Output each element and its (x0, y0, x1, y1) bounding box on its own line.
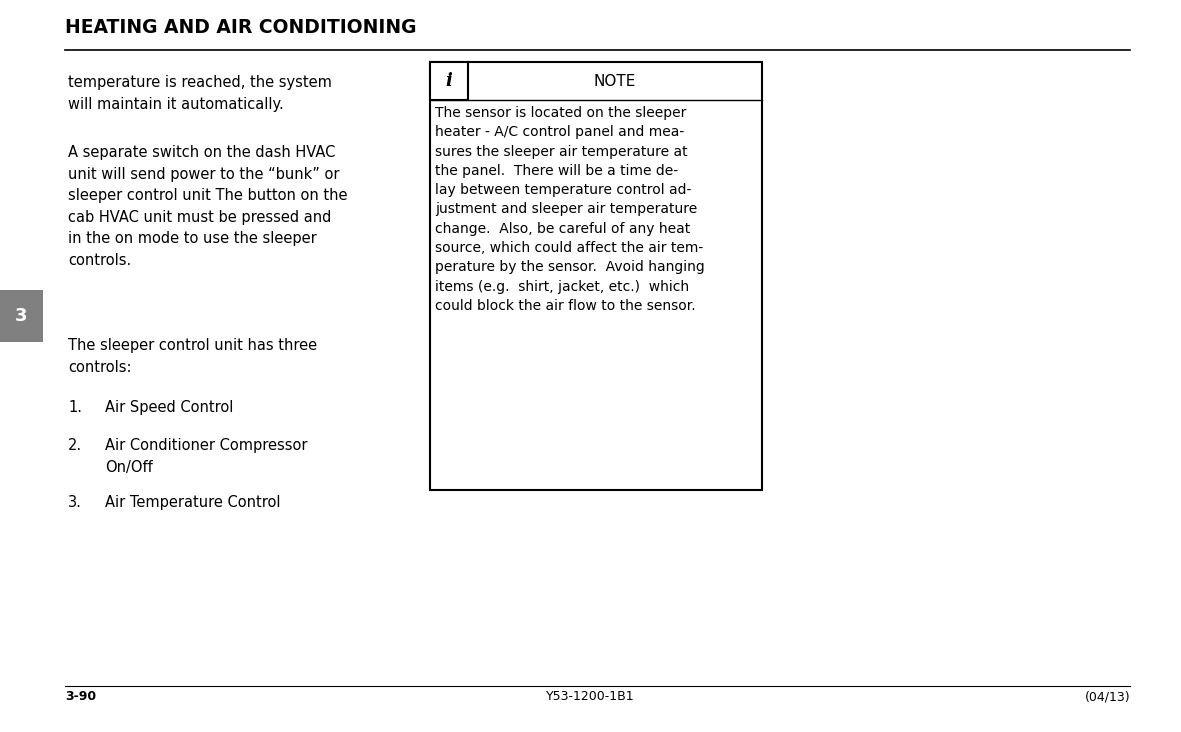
Bar (430, 62, 762, 490)
Text: 3-90: 3-90 (65, 690, 96, 703)
Bar (430, 62, 468, 100)
Text: NOTE: NOTE (594, 73, 637, 89)
Text: Air Speed Control: Air Speed Control (105, 400, 234, 415)
Bar (0, 290, 43, 342)
Text: 2.: 2. (68, 438, 83, 453)
Text: 3: 3 (15, 307, 27, 325)
Text: The sensor is located on the sleeper
heater - A/C control panel and mea-
sures t: The sensor is located on the sleeper hea… (435, 106, 705, 313)
Text: 3.: 3. (68, 495, 81, 510)
Text: HEATING AND AIR CONDITIONING: HEATING AND AIR CONDITIONING (65, 18, 417, 37)
Text: 1.: 1. (68, 400, 81, 415)
Text: Air Temperature Control: Air Temperature Control (105, 495, 281, 510)
Text: temperature is reached, the system
will maintain it automatically.: temperature is reached, the system will … (68, 75, 332, 111)
Text: A separate switch on the dash HVAC
unit will send power to the “bunk” or
sleeper: A separate switch on the dash HVAC unit … (68, 145, 347, 268)
Text: The sleeper control unit has three
controls:: The sleeper control unit has three contr… (68, 338, 318, 375)
Text: (04/13): (04/13) (1084, 690, 1130, 703)
Text: i: i (445, 72, 452, 90)
Text: Air Conditioner Compressor
On/Off: Air Conditioner Compressor On/Off (105, 438, 307, 474)
Text: Y53-1200-1B1: Y53-1200-1B1 (546, 690, 634, 703)
